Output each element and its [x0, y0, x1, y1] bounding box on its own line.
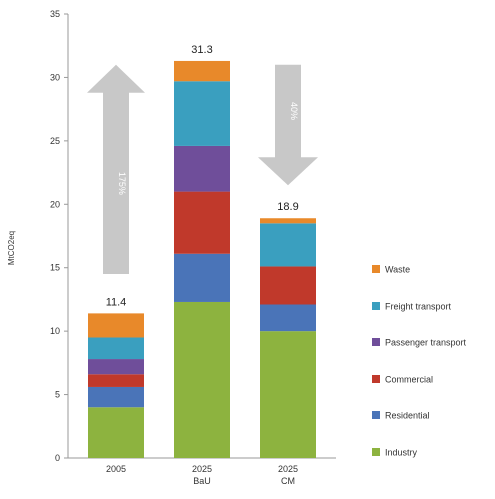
- bar-segment: [174, 145, 230, 192]
- bar-segment: [260, 218, 316, 224]
- increase-arrow-label: 175%: [117, 172, 127, 195]
- legend-label: Passenger transport: [385, 338, 467, 348]
- y-tick-label: 30: [50, 72, 60, 82]
- bar-total-label: 18.9: [277, 201, 298, 213]
- bar-total-label: 31.3: [191, 44, 212, 56]
- y-tick-label: 0: [55, 453, 60, 463]
- bar-segment: [174, 81, 230, 146]
- legend-label: Waste: [385, 265, 410, 275]
- y-tick-label: 5: [55, 390, 60, 400]
- bar-segment: [88, 374, 144, 387]
- bar-segment: [88, 313, 144, 338]
- legend-swatch: [372, 375, 380, 383]
- y-axis-label: MtCO2eq: [7, 231, 16, 265]
- bar-segment: [174, 253, 230, 302]
- x-tick-label: CM: [281, 476, 295, 486]
- bar-segment: [88, 337, 144, 360]
- bar-segment: [260, 304, 316, 332]
- bar-segment: [260, 223, 316, 267]
- bar-segment: [88, 407, 144, 458]
- decrease-arrow-label: 40%: [289, 102, 299, 120]
- legend-label: Freight transport: [385, 302, 452, 312]
- bar-segment: [88, 359, 144, 375]
- bar-segment: [174, 301, 230, 458]
- bar-segment: [260, 266, 316, 305]
- legend-label: Industry: [385, 448, 418, 458]
- x-tick-label: BaU: [193, 476, 211, 486]
- legend-label: Residential: [385, 411, 430, 421]
- legend-swatch: [372, 265, 380, 273]
- bar-segment: [88, 386, 144, 408]
- legend-swatch: [372, 302, 380, 310]
- x-tick-label: 2025: [278, 464, 298, 474]
- x-tick-label: 2025: [192, 464, 212, 474]
- legend-label: Commercial: [385, 375, 433, 385]
- legend-swatch: [372, 411, 380, 419]
- x-tick-label: 2005: [106, 464, 126, 474]
- bar-segment: [260, 331, 316, 458]
- bar-segment: [174, 191, 230, 254]
- y-tick-label: 15: [50, 263, 60, 273]
- bar-segment: [174, 60, 230, 82]
- decrease-arrow: [258, 64, 318, 186]
- y-tick-label: 10: [50, 326, 60, 336]
- y-tick-label: 35: [50, 9, 60, 19]
- bar-total-label: 11.4: [106, 296, 127, 308]
- legend-swatch: [372, 338, 380, 346]
- increase-arrow: [87, 64, 145, 275]
- y-tick-label: 20: [50, 199, 60, 209]
- y-tick-label: 25: [50, 136, 60, 146]
- legend-swatch: [372, 448, 380, 456]
